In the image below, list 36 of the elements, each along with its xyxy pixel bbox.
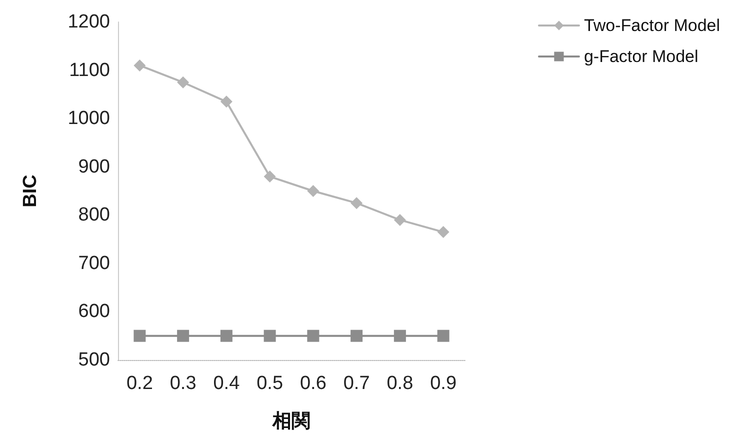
point <box>437 226 450 238</box>
point <box>220 96 232 108</box>
y-tick-label: 500 <box>78 350 110 370</box>
point <box>307 185 320 197</box>
x-tick-label: 0.2 <box>126 373 153 394</box>
y-tick-label: 800 <box>78 204 110 226</box>
point <box>350 197 363 210</box>
y-tick-label: 700 <box>78 252 110 274</box>
y-tick-label: 1100 <box>69 60 110 81</box>
point <box>220 330 232 342</box>
point <box>177 330 190 342</box>
point <box>307 330 320 342</box>
legend-label: Two-Factor Model <box>584 16 720 35</box>
point <box>264 330 276 342</box>
y-tick-label: 1000 <box>68 108 110 130</box>
point <box>134 59 146 72</box>
y-axis-title: BIC <box>20 174 41 208</box>
x-tick-label: 0.3 <box>170 373 196 394</box>
x-tick-label: 0.9 <box>430 373 457 394</box>
point <box>394 330 406 342</box>
point <box>394 214 406 226</box>
x-tick-label: 0.7 <box>343 373 370 394</box>
x-tick-label: 0.5 <box>256 373 284 394</box>
point <box>134 330 146 342</box>
point <box>177 76 190 88</box>
x-tick-label: 0.6 <box>300 373 326 394</box>
x-tick-label: 0.8 <box>386 373 414 394</box>
point <box>437 330 450 342</box>
y-tick-label: 900 <box>78 156 110 178</box>
point <box>350 330 363 342</box>
y-tick-label: 600 <box>78 301 110 322</box>
point <box>264 170 276 183</box>
x-axis-title: 相関 <box>272 410 310 432</box>
legend-label: g-Factor Model <box>584 47 698 66</box>
y-tick-label: 1200 <box>68 12 110 32</box>
x-tick-label: 0.4 <box>213 373 240 394</box>
